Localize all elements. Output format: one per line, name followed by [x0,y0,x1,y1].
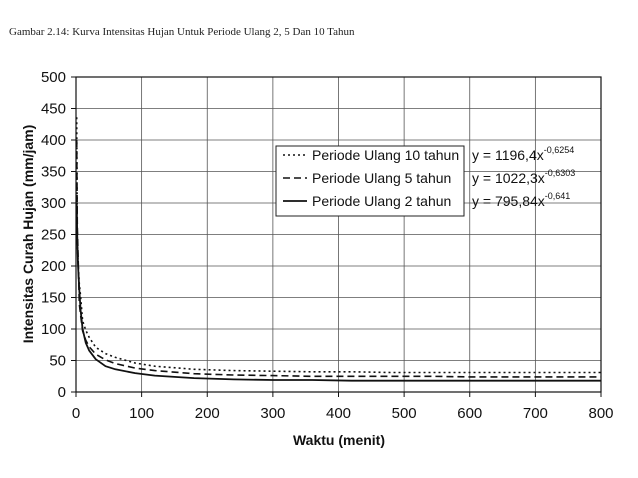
x-tick-label: 700 [523,405,548,422]
y-tick-label: 500 [41,69,66,86]
legend-items: Periode Ulang 10 tahun Periode Ulang 5 ta… [283,147,459,209]
series-line-solid [75,202,601,382]
y-tick-label: 300 [41,195,66,212]
equation-label: y = 1196,4x-0,6254 [472,145,574,163]
y-tick-label: 350 [41,164,66,181]
x-tick-label: 600 [457,405,482,422]
legend-box [275,145,465,217]
y-axis-ticks: 0 50 100 150 200 250 300 350 400 450 500 [41,69,76,401]
y-tick-label: 250 [41,227,66,244]
y-tick-label: 0 [58,384,66,401]
x-tick-label: 800 [588,405,613,422]
equation-label: y = 1022,3x-0,6303 [472,168,575,186]
x-axis-title: Waktu (menit) [293,432,385,448]
grid-lines [76,77,601,392]
y-tick-label: 150 [41,290,66,307]
x-axis-ticks: 0 100 200 300 400 500 600 700 800 [72,392,614,422]
y-tick-label: 50 [49,353,66,370]
series-lines [75,117,601,382]
legend-label: Periode Ulang 10 tahun [312,147,459,163]
x-tick-label: 300 [260,405,285,422]
legend: Periode Ulang 10 tahun Periode Ulang 5 ta… [275,145,465,217]
x-tick-label: 200 [195,405,220,422]
y-tick-label: 400 [41,132,66,149]
x-tick-label: 400 [326,405,351,422]
y-tick-label: 100 [41,321,66,338]
equation-label: y = 795,84x-0,641 [472,191,570,209]
series-line-dashed [75,139,601,378]
legend-label: Periode Ulang 2 tahun [312,193,451,209]
x-tick-label: 100 [129,405,154,422]
x-tick-label: 0 [72,405,80,422]
x-tick-label: 500 [392,405,417,422]
y-tick-label: 450 [41,101,66,118]
y-axis-title: Intensitas Curah Hujan (mm/jam) [20,125,36,344]
trendline-equations: y = 1196,4x-0,6254 y = 1022,3x-0,6303 y = … [472,145,575,209]
figure-caption: Gambar 2.14: Kurva Intensitas Hujan Untu… [9,26,355,38]
legend-label: Periode Ulang 5 tahun [312,170,451,186]
y-tick-label: 200 [41,258,66,275]
